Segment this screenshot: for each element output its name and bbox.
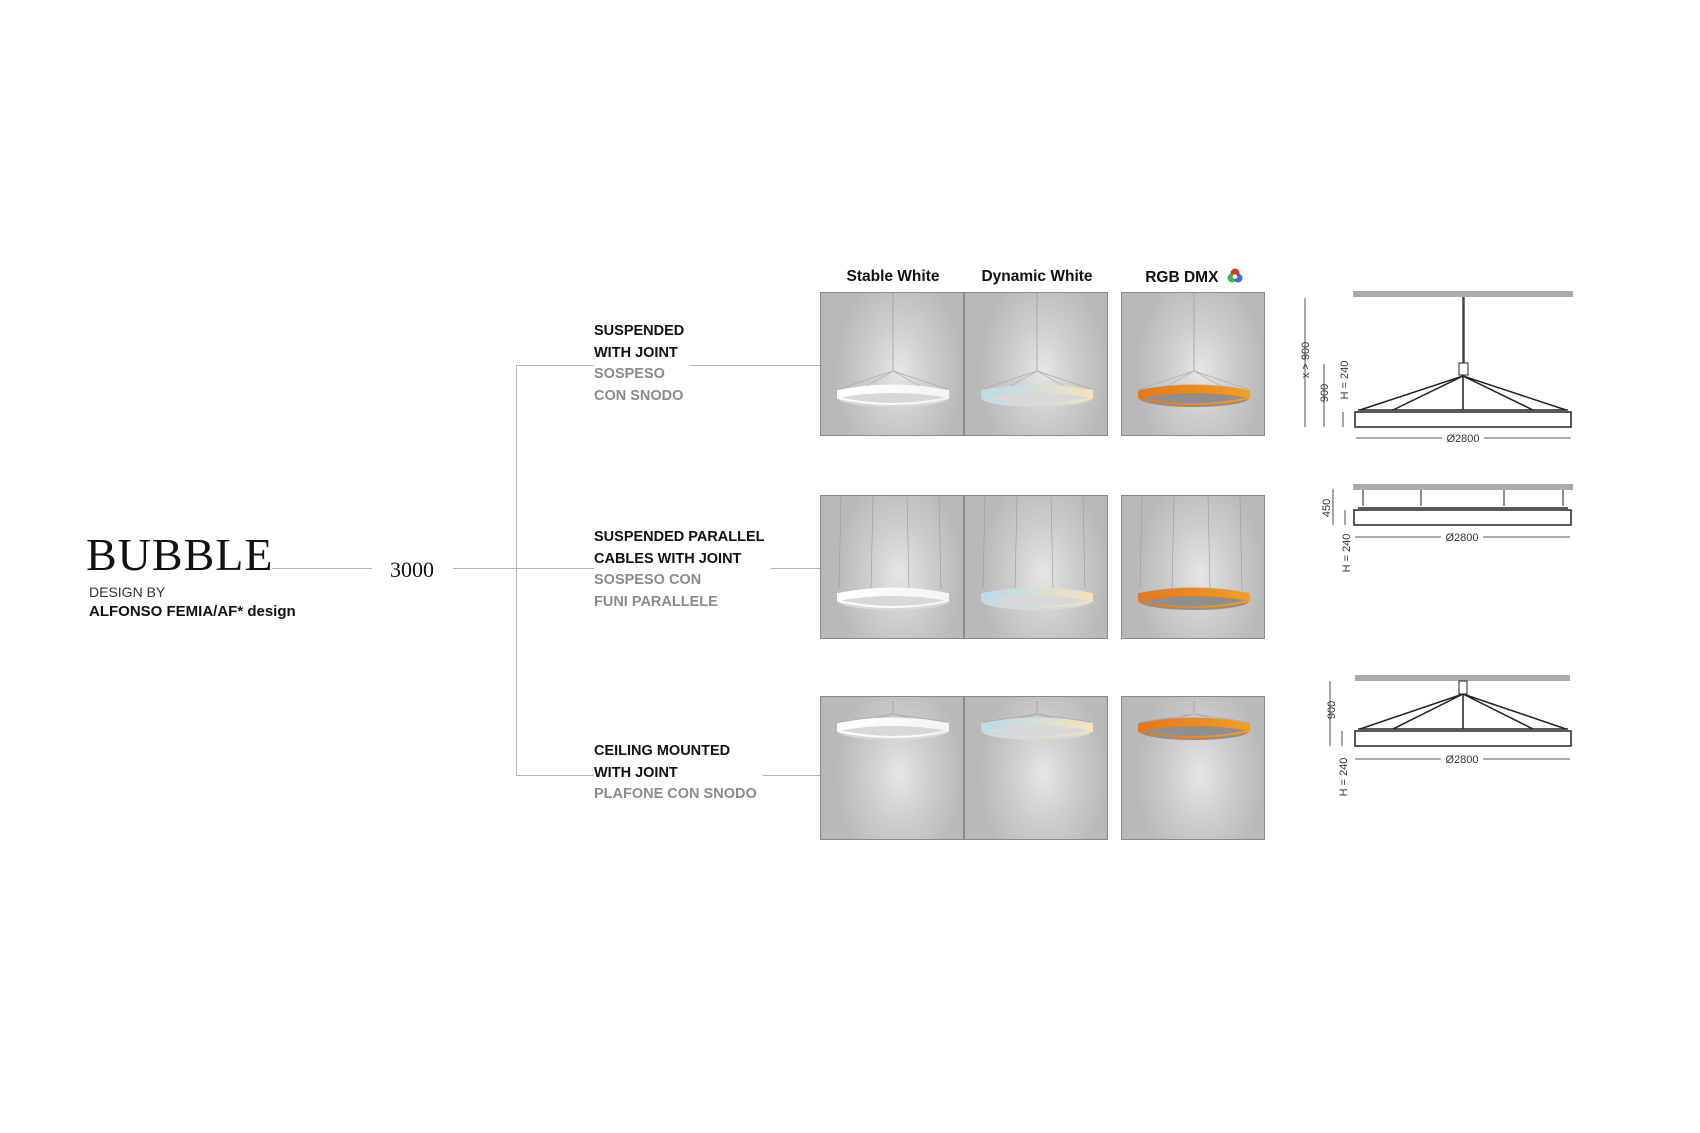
label-en: CABLES WITH JOINT [594,550,742,567]
drawing-parallel-cables: Ø2800 450 H = 240 [1321,484,1573,572]
lamp-image-ceiling-mounted-dynamic-white [964,696,1108,840]
label-it: PLAFONE CON SNODO [594,786,757,802]
dim-drop: 900 [1319,384,1331,402]
design-by-label: DESIGN BY [89,584,166,600]
label-en: SUSPENDED [594,323,685,339]
row-label-ceiling-mounted: CEILING MOUNTED WITH JOINT PLAFONE CON S… [594,741,763,806]
product-size: 3000 [390,557,434,582]
lamp-image-parallel-cables-stable-white [820,495,964,639]
pendant-ring-illustration [837,293,949,407]
lamp-image-parallel-cables-dynamic-white [964,495,1108,639]
dim-diameter: Ø2800 [1445,754,1478,766]
label-en: SUSPENDED PARALLEL [594,529,765,545]
drawing-ceiling-mounted: Ø2800 900 H = 240 [1326,675,1572,797]
drawing-suspended: Ø2800 x > 900 900 H = 240 [1300,291,1573,445]
connector-line [272,568,372,569]
pendant-ring-illustration [981,293,1093,407]
product-name: BUBBLE [86,529,274,580]
dim-diameter: Ø2800 [1445,532,1478,544]
dim-height: H = 240 [1341,534,1353,573]
rgb-dmx-label: RGB DMX [1145,269,1219,286]
lamp-image-ceiling-mounted-stable-white [820,696,964,840]
column-header-stable-white: Stable White [846,268,940,285]
label-it: SOSPESO CON [594,572,702,588]
lamp-image-suspended-rgb-dmx [1121,292,1265,436]
dim-overall: x > 900 [1300,342,1312,378]
pendant-ring-illustration [1138,496,1250,610]
lamp-image-suspended-stable-white [820,292,964,436]
technical-drawings: Ø2800 x > 900 900 H = 240 Ø2800 450 H = … [1300,291,1573,797]
label-it: FUNI PARALLELE [594,593,718,610]
lamp-image-suspended-dynamic-white [964,292,1108,436]
ceiling [1353,291,1573,297]
column-header-dynamic-white: Dynamic White [981,268,1093,285]
pendant-ring-illustration [1138,701,1250,740]
label-it: SOSPESO [594,366,665,382]
designer-name: ALFONSO FEMIA/AF* design [89,603,296,620]
rgb-color-wheel-icon [1227,268,1243,283]
label-en: WITH JOINT [594,764,678,781]
pendant-ring-illustration [837,496,949,610]
label-en: CEILING MOUNTED [594,743,731,759]
lamp-image-ceiling-mounted-rgb-dmx [1121,696,1265,840]
lamp-image-parallel-cables-rgb-dmx [1121,495,1265,639]
dim-height: H = 240 [1339,361,1351,400]
label-en: WITH JOINT [594,344,678,361]
pendant-ring-illustration [837,701,949,740]
pendant-ring-illustration [981,701,1093,740]
dim-drop: 450 [1321,499,1333,517]
pendant-ring-illustration [1138,293,1250,407]
label-it: CON SNODO [594,387,684,404]
row-label-parallel-cables: SUSPENDED PARALLEL CABLES WITH JOINT SOS… [594,527,771,613]
tree-vertical-line [516,365,517,776]
row-label-suspended: SUSPENDED WITH JOINT SOSPESO CON SNODO [594,321,691,407]
dim-diameter: Ø2800 [1446,433,1479,445]
dim-height: H = 240 [1338,758,1350,797]
pendant-ring-illustration [981,496,1093,610]
dim-drop: 900 [1326,701,1338,719]
column-header-rgb-dmx: RGB DMX [1121,268,1267,287]
